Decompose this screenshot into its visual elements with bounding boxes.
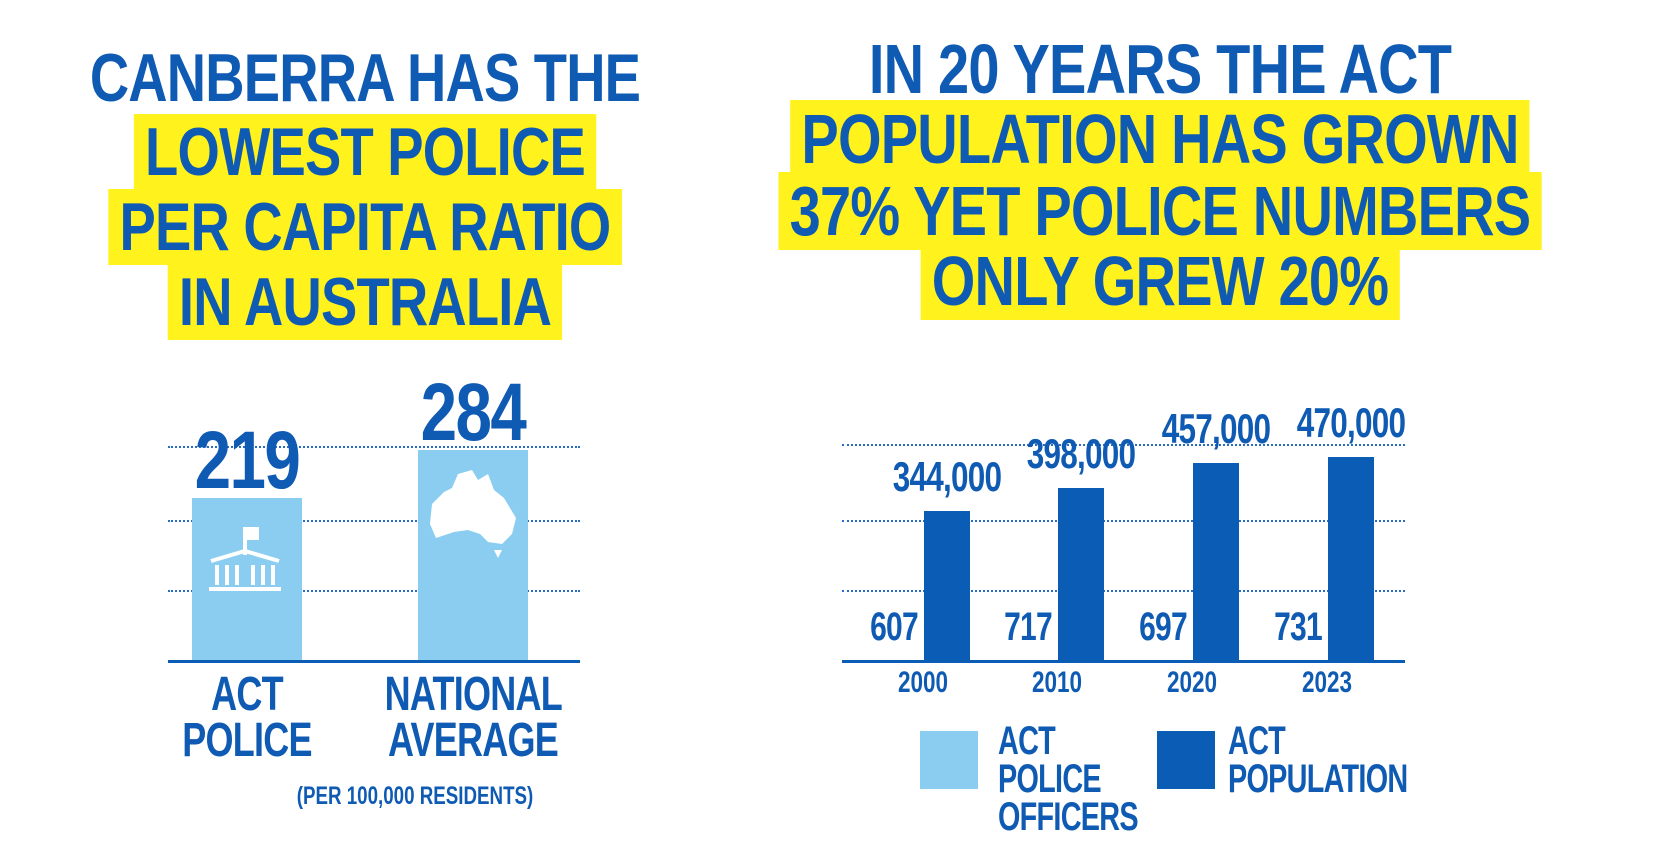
legend-swatch — [920, 731, 978, 789]
bar — [1328, 456, 1374, 660]
category-label: ACT POLICE — [182, 668, 312, 767]
value-label: 697 — [1139, 604, 1188, 649]
title-line: IN 20 YEARS THE ACT — [868, 30, 1452, 108]
note: (PER 100,000 RESIDENTS) — [296, 782, 534, 810]
grid-line — [842, 444, 1405, 446]
title-line: POPULATION HAS GROWN — [790, 100, 1530, 178]
bar — [1193, 462, 1239, 660]
value-label: 344,000 — [892, 453, 1002, 501]
title-line: LOWEST POLICE — [133, 114, 597, 190]
title-text: 37% YET POLICE NUMBERS — [778, 172, 1542, 250]
value-label: 470,000 — [1296, 398, 1406, 446]
title-line: ONLY GREW 20% — [920, 242, 1400, 320]
bar — [192, 497, 302, 660]
title-text: IN 20 YEARS THE ACT — [868, 30, 1452, 108]
value-label: 731 — [1274, 604, 1323, 649]
title-text: LOWEST POLICE — [133, 114, 597, 190]
title-text: PER CAPITA RATIO — [108, 189, 622, 265]
grid-line — [842, 520, 1405, 522]
grid-line — [168, 446, 580, 448]
category-label: NATIONAL AVERAGE — [384, 668, 563, 767]
value-label: 398,000 — [1026, 430, 1136, 478]
parliament-icon — [209, 527, 281, 591]
legend-label: ACT POPULATION — [1228, 719, 1408, 801]
title-line: CANBERRA HAS THE — [89, 40, 641, 116]
title-text: CANBERRA HAS THE — [89, 40, 641, 116]
x-tick-label: 2023 — [1301, 666, 1353, 699]
title-line: 37% YET POLICE NUMBERS — [778, 172, 1542, 250]
title-text: ONLY GREW 20% — [920, 242, 1400, 320]
value-label: 284 — [420, 366, 527, 458]
grid-line — [168, 520, 580, 522]
australia-icon — [430, 470, 516, 558]
title-line: IN AUSTRALIA — [167, 264, 563, 340]
value-label: 457,000 — [1161, 404, 1271, 452]
baseline — [842, 660, 1405, 663]
value-label: 717 — [1004, 604, 1053, 649]
value-label: 219 — [194, 414, 301, 506]
title-text: POPULATION HAS GROWN — [790, 100, 1530, 178]
bar — [924, 511, 970, 660]
legend-label: ACT POLICE OFFICERS — [998, 719, 1139, 839]
baseline — [168, 660, 580, 663]
grid-line — [168, 590, 580, 592]
title-line: PER CAPITA RATIO — [108, 189, 622, 265]
value-label: 607 — [870, 604, 919, 649]
x-tick-label: 2020 — [1166, 666, 1218, 699]
x-tick-label: 2010 — [1031, 666, 1083, 699]
legend-swatch — [1157, 731, 1215, 789]
title-text: IN AUSTRALIA — [167, 264, 563, 340]
bar — [1058, 488, 1104, 660]
grid-line — [842, 590, 1405, 592]
x-tick-label: 2000 — [897, 666, 949, 699]
